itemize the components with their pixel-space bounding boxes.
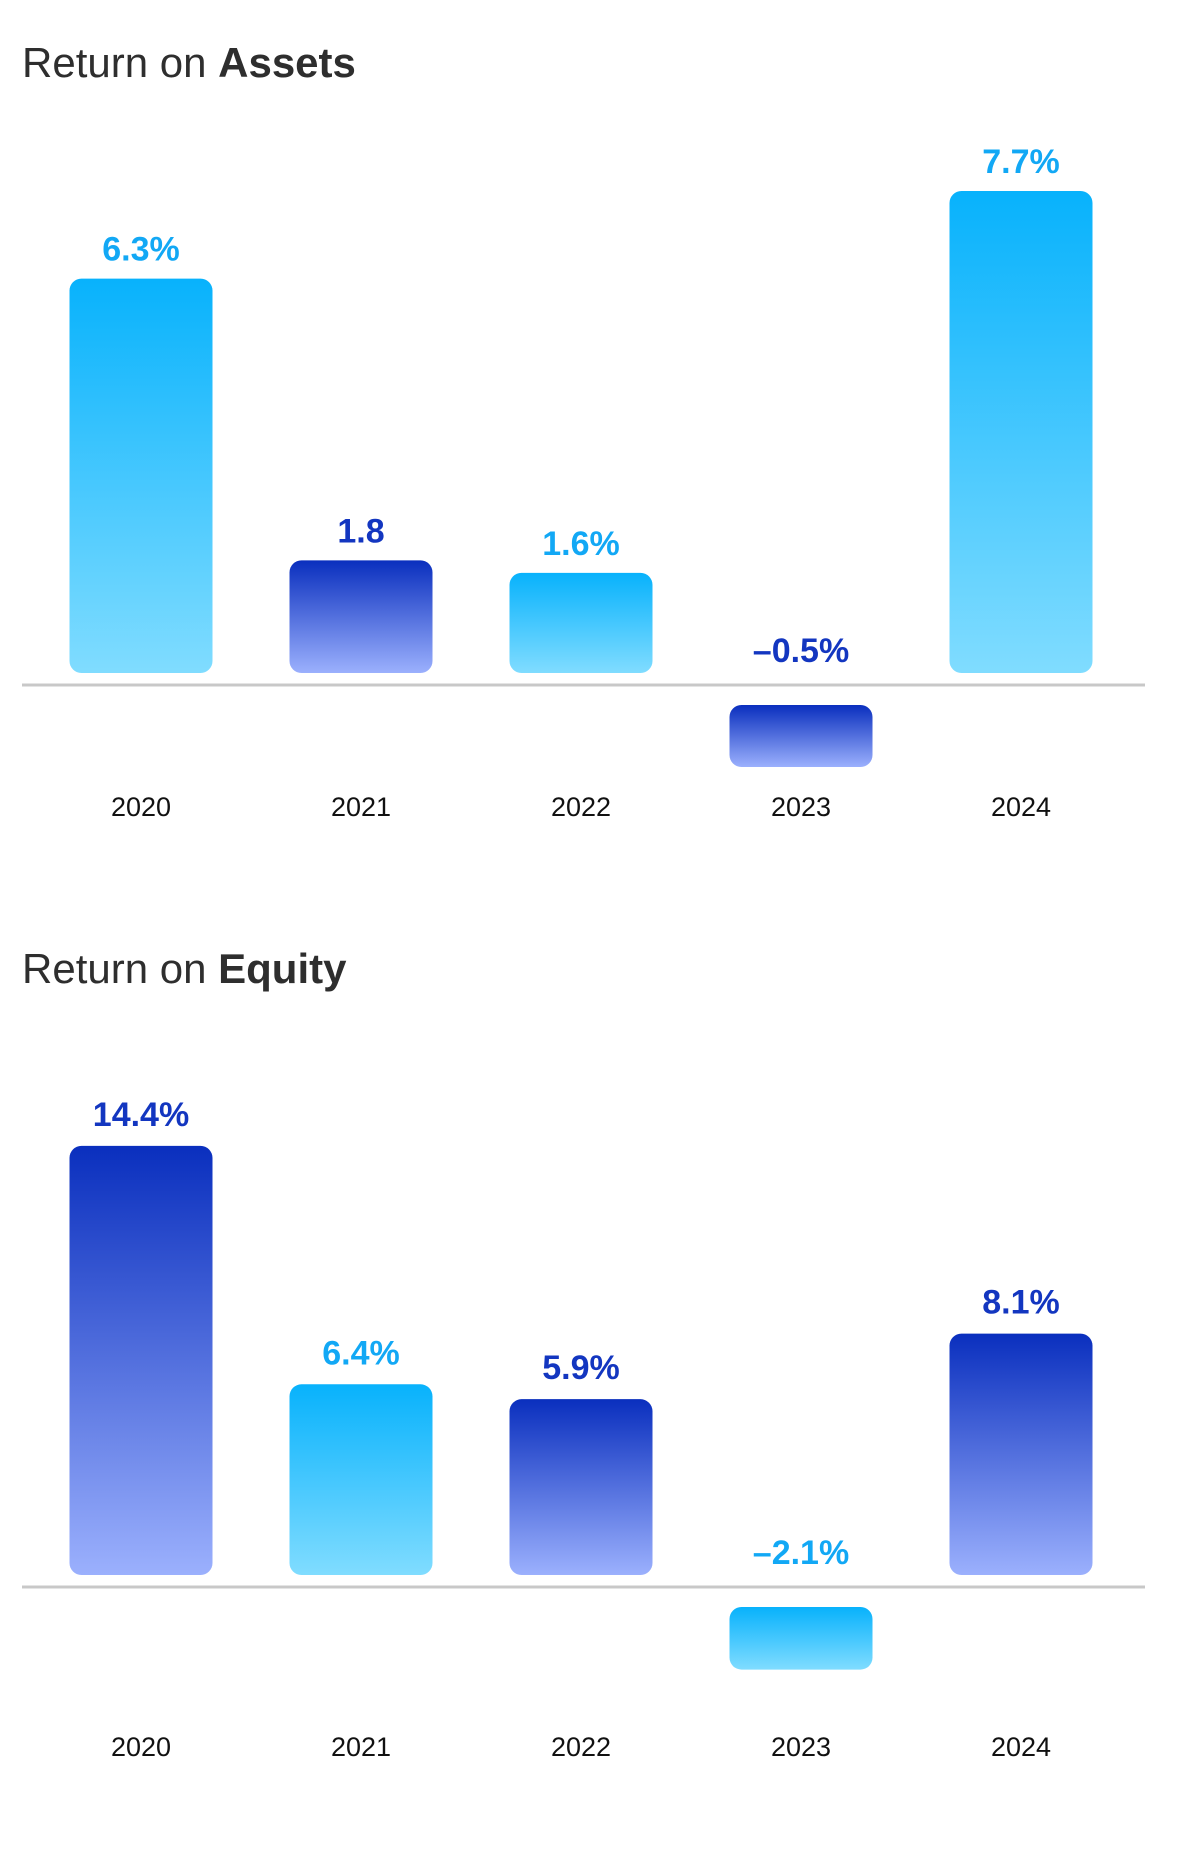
- roa-value-label-2021: 1.8: [337, 512, 384, 550]
- roe-bar-2021: [289, 1384, 433, 1575]
- roe-bar-2023: [729, 1607, 873, 1670]
- roa-title: Return on Assets: [22, 42, 356, 84]
- roa-bar-2021: [289, 560, 433, 673]
- roa-value-label-2024: 7.7%: [982, 143, 1060, 181]
- roa-tick-label-2020: 2020: [111, 792, 171, 822]
- roe-title-prefix: Return on: [22, 945, 219, 992]
- roa-value-label-2023: –0.5%: [753, 632, 849, 670]
- roa-tick-label-2023: 2023: [771, 792, 831, 822]
- roe-title: Return on Equity: [22, 948, 346, 990]
- roa-bar-2022: [509, 572, 653, 673]
- roa-bar-chart: 6.3% 2020 1.8 2021 1.6% 2022 –0.5% 2023 7.7% 2024: [22, 143, 1145, 822]
- roa-bar-2024: [949, 190, 1093, 674]
- roa-chart: Return on Assets 6.3% 2020 1.8 2021 1.6% 2022…: [0, 0, 1179, 900]
- roe-value-label-2023: –2.1%: [753, 1534, 849, 1572]
- roe-bar-2020: [69, 1145, 213, 1575]
- roe-bar-2024: [949, 1333, 1093, 1575]
- roe-tick-label-2020: 2020: [111, 1732, 171, 1762]
- roa-tick-label-2024: 2024: [991, 792, 1051, 822]
- roa-bar-2020: [69, 278, 213, 673]
- roe-value-label-2020: 14.4%: [93, 1096, 189, 1134]
- roe-tick-label-2023: 2023: [771, 1732, 831, 1762]
- roa-title-bold: Assets: [218, 39, 356, 86]
- roe-bar-chart: 14.4% 2020 6.4% 2021 5.9% 2022 –2.1% 2023 8.1% 20…: [22, 1096, 1145, 1762]
- roa-title-prefix: Return on: [22, 39, 219, 86]
- roe-value-label-2024: 8.1%: [982, 1284, 1060, 1322]
- roe-value-label-2022: 5.9%: [542, 1349, 620, 1387]
- roa-value-label-2020: 6.3%: [102, 231, 180, 269]
- roe-tick-label-2021: 2021: [331, 1732, 391, 1762]
- roe-title-bold: Equity: [218, 945, 347, 992]
- roe-bar-2022: [509, 1399, 653, 1575]
- roa-bar-2023: [729, 705, 873, 767]
- roe-tick-label-2024: 2024: [991, 1732, 1051, 1762]
- roe-tick-label-2022: 2022: [551, 1732, 611, 1762]
- roe-value-label-2021: 6.4%: [322, 1334, 400, 1372]
- roa-value-label-2022: 1.6%: [542, 525, 620, 563]
- roe-chart: Return on Equity 14.4% 2020 6.4% 2021 5.9% 20…: [0, 900, 1179, 1853]
- roa-tick-label-2022: 2022: [551, 792, 611, 822]
- roa-tick-label-2021: 2021: [331, 792, 391, 822]
